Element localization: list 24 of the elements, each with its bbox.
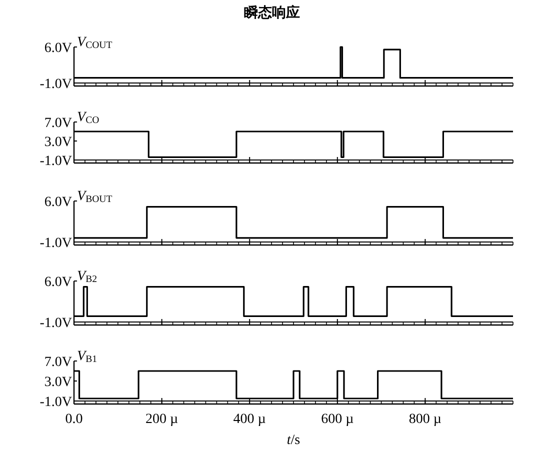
y-tick-label: 7.0V (44, 355, 72, 370)
x-axis-title: t/s (286, 433, 300, 448)
y-tick-label: 3.0V (44, 135, 72, 150)
y-tick-label: 3.0V (44, 375, 72, 390)
y-tick-label: -1.0V (40, 77, 72, 92)
y-tick-label: 6.0V (44, 195, 72, 210)
y-tick-label: 6.0V (44, 41, 72, 56)
y-axis-title: V$_{BOUT}$ (77, 189, 112, 204)
y-tick-label: -1.0V (40, 154, 72, 169)
y-axis-title: V$_{B2}$ (77, 269, 98, 284)
y-tick-label: -1.0V (40, 236, 72, 251)
chart-title: 瞬态响应 (244, 4, 300, 21)
y-tick-label: 6.0V (44, 275, 72, 290)
x-tick-label: 0.0 (65, 412, 83, 427)
x-tick-label: 400 µ (233, 412, 266, 427)
y-tick-label: -1.0V (40, 395, 72, 410)
y-tick-label: 7.0V (44, 116, 72, 131)
x-tick-label: 800 µ (408, 412, 442, 427)
y-axis-title: V$_{CO}$ (77, 110, 100, 126)
y-axis-title: V$_{B1}$ (77, 349, 98, 364)
y-tick-label: -1.0V (40, 316, 72, 331)
y-axis-title: V$_{COUT}$ (77, 35, 112, 50)
x-tick-label: 600 µ (321, 412, 354, 427)
x-tick-label: 200 µ (146, 412, 178, 427)
